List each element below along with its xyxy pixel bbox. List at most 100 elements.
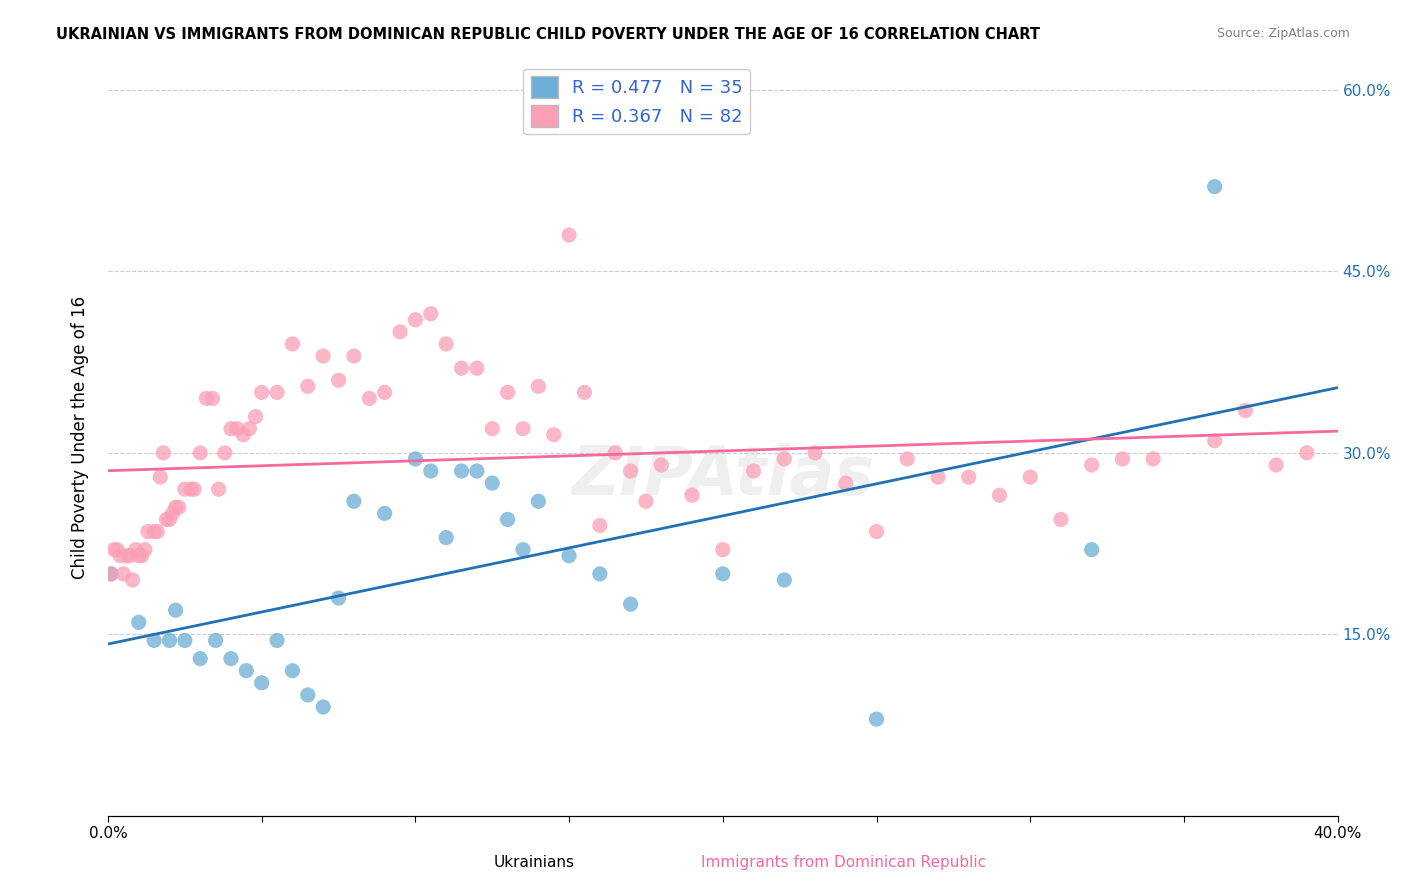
Point bbox=[374, 385, 396, 400]
Point bbox=[404, 451, 426, 466]
Point bbox=[605, 446, 627, 460]
Point bbox=[226, 422, 249, 436]
Point bbox=[112, 566, 135, 581]
Point bbox=[681, 488, 703, 502]
Point bbox=[419, 464, 441, 478]
Point bbox=[188, 446, 211, 460]
Point bbox=[512, 422, 534, 436]
Point bbox=[527, 494, 550, 508]
Point bbox=[165, 500, 187, 515]
Point bbox=[434, 337, 457, 351]
Point bbox=[711, 566, 734, 581]
Point bbox=[927, 470, 949, 484]
Point bbox=[105, 542, 128, 557]
Point bbox=[359, 392, 381, 406]
Point bbox=[155, 512, 177, 526]
Point bbox=[835, 476, 858, 491]
Text: UKRAINIAN VS IMMIGRANTS FROM DOMINICAN REPUBLIC CHILD POVERTY UNDER THE AGE OF 1: UKRAINIAN VS IMMIGRANTS FROM DOMINICAN R… bbox=[56, 27, 1040, 42]
Point bbox=[496, 385, 519, 400]
Point bbox=[589, 566, 612, 581]
Point bbox=[742, 464, 765, 478]
Point bbox=[183, 482, 205, 496]
Point bbox=[1234, 403, 1257, 417]
Point bbox=[865, 712, 887, 726]
Point bbox=[374, 507, 396, 521]
Point bbox=[195, 392, 218, 406]
Point bbox=[281, 664, 304, 678]
Point bbox=[143, 524, 166, 539]
Point bbox=[235, 664, 257, 678]
Point bbox=[188, 651, 211, 665]
Point bbox=[450, 464, 472, 478]
Point bbox=[297, 688, 319, 702]
Point bbox=[896, 451, 918, 466]
Y-axis label: Child Poverty Under the Age of 16: Child Poverty Under the Age of 16 bbox=[72, 296, 89, 579]
Point bbox=[988, 488, 1011, 502]
Point bbox=[1142, 451, 1164, 466]
Point bbox=[159, 512, 181, 526]
Point bbox=[208, 482, 231, 496]
Point bbox=[804, 446, 827, 460]
Point bbox=[134, 542, 156, 557]
Point bbox=[297, 379, 319, 393]
Point bbox=[149, 470, 172, 484]
Point bbox=[173, 482, 195, 496]
Point bbox=[238, 422, 260, 436]
Point bbox=[100, 566, 122, 581]
Point bbox=[496, 512, 519, 526]
Point bbox=[103, 542, 125, 557]
Point bbox=[110, 549, 132, 563]
Point bbox=[711, 542, 734, 557]
Point bbox=[312, 700, 335, 714]
Point bbox=[146, 524, 169, 539]
Point bbox=[250, 385, 273, 400]
Point bbox=[465, 464, 488, 478]
Point bbox=[389, 325, 412, 339]
Point bbox=[266, 385, 288, 400]
Point bbox=[159, 633, 181, 648]
Point bbox=[165, 603, 187, 617]
Point bbox=[619, 597, 641, 611]
Point bbox=[465, 361, 488, 376]
Point bbox=[245, 409, 267, 424]
Point bbox=[180, 482, 202, 496]
Point bbox=[121, 573, 143, 587]
Point bbox=[162, 507, 184, 521]
Point bbox=[201, 392, 224, 406]
Point bbox=[312, 349, 335, 363]
Point bbox=[219, 422, 242, 436]
Text: Ukrainians: Ukrainians bbox=[494, 855, 575, 870]
Point bbox=[173, 633, 195, 648]
Point bbox=[481, 422, 503, 436]
Point bbox=[1080, 542, 1102, 557]
Point bbox=[865, 524, 887, 539]
Point bbox=[219, 651, 242, 665]
Point bbox=[343, 349, 366, 363]
Point bbox=[131, 549, 153, 563]
Point bbox=[650, 458, 672, 472]
Point bbox=[957, 470, 980, 484]
Point bbox=[773, 451, 796, 466]
Point bbox=[250, 675, 273, 690]
Point bbox=[589, 518, 612, 533]
Point bbox=[232, 427, 254, 442]
Point bbox=[419, 307, 441, 321]
Point bbox=[128, 615, 150, 630]
Point bbox=[527, 379, 550, 393]
Point bbox=[773, 573, 796, 587]
Point bbox=[167, 500, 190, 515]
Point bbox=[481, 476, 503, 491]
Point bbox=[434, 531, 457, 545]
Legend: R = 0.477   N = 35, R = 0.367   N = 82: R = 0.477 N = 35, R = 0.367 N = 82 bbox=[523, 69, 749, 135]
Point bbox=[214, 446, 236, 460]
Point bbox=[1265, 458, 1288, 472]
Point bbox=[1296, 446, 1319, 460]
Point bbox=[328, 591, 350, 606]
Point bbox=[619, 464, 641, 478]
Point bbox=[512, 542, 534, 557]
Point bbox=[115, 549, 138, 563]
Point bbox=[343, 494, 366, 508]
Text: Source: ZipAtlas.com: Source: ZipAtlas.com bbox=[1216, 27, 1350, 40]
Point bbox=[1204, 179, 1226, 194]
Point bbox=[204, 633, 226, 648]
